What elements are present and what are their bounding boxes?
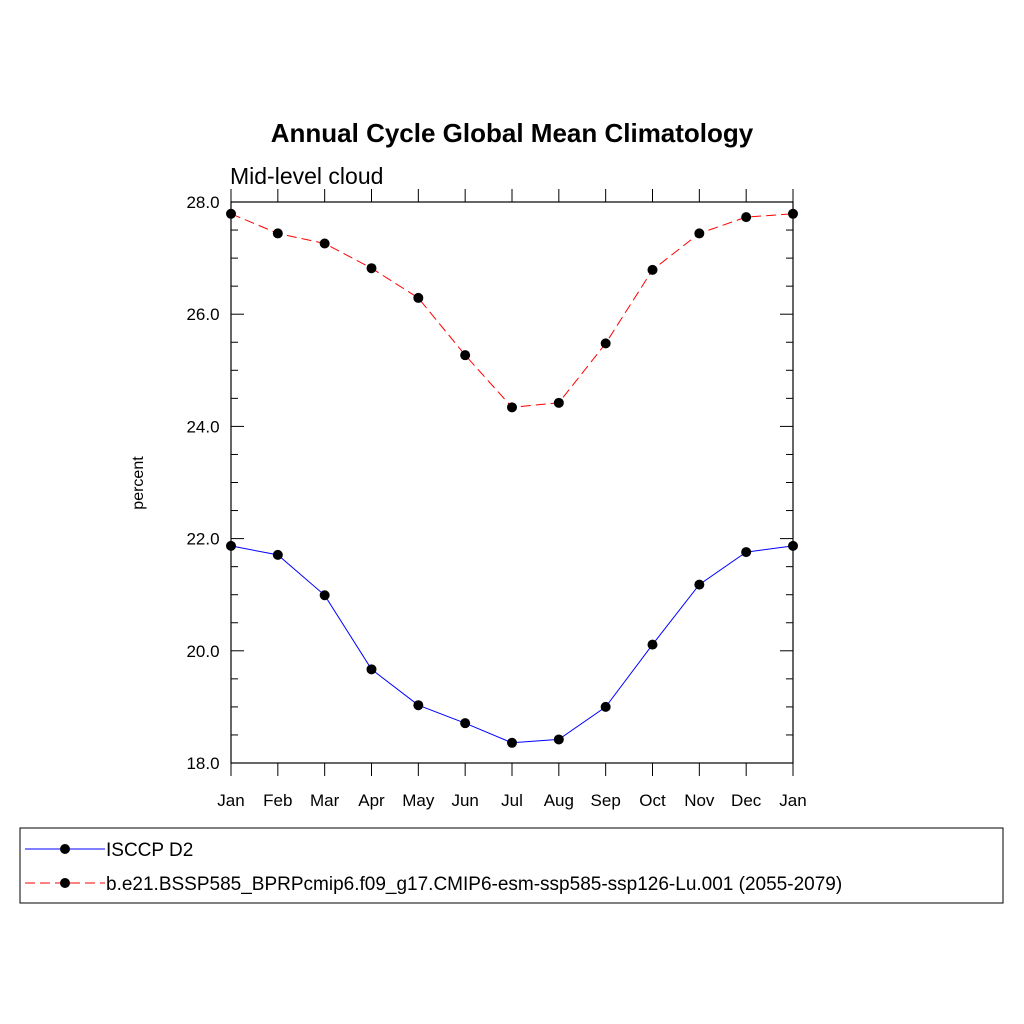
data-point [413,292,424,303]
x-tick-label: Mar [310,791,340,810]
data-point [366,263,377,274]
plot-frame [230,201,794,764]
data-point [788,540,798,551]
data-point [600,701,611,712]
series-line-2 [230,213,794,408]
data-point [553,397,564,408]
data-point [507,402,517,413]
data-point [319,238,330,249]
y-tick-label: 28.0 [186,193,219,212]
data-point [460,350,471,361]
x-tick-label: Jan [779,791,806,810]
data-point [694,228,705,239]
data-point [226,540,236,551]
y-tick-label: 24.0 [186,417,219,436]
legend-label-2: b.e21.BSSP585_BPRPcmip6.f09_g17.CMIP6-es… [106,874,842,895]
x-tick-label: Feb [263,791,292,810]
chart-subtitle: Mid-level cloud [230,163,383,189]
x-tick-label: Jan [217,791,244,810]
data-point [319,590,330,601]
x-tick-label: Jul [501,791,523,810]
x-tick-label: Sep [591,791,621,810]
data-point [272,549,283,560]
chart-title: Annual Cycle Global Mean Climatology [271,118,754,148]
x-tick-label: Dec [731,791,762,810]
x-tick-label: Jun [451,791,478,810]
x-tick-label: Oct [639,791,666,810]
legend: ISCCP D2 b.e21.BSSP585_BPRPcmip6.f09_g17.… [19,827,1004,904]
data-point [741,212,752,223]
x-tick-label: May [402,791,435,810]
legend-marker [60,878,70,888]
data-point [226,208,236,219]
y-axis-label: percent [130,456,147,510]
data-point [600,338,611,349]
data-point [788,208,798,219]
x-tick-label: Nov [684,791,715,810]
x-tick-label: Apr [358,791,385,810]
x-tick-label: Aug [544,791,574,810]
plot-area: 18.0 20.0 22.0 24.0 26.0 28.0 Jan Feb Mar Apr May J… [186,189,807,810]
legend-label-1: ISCCP D2 [106,840,193,861]
data-point [366,664,377,675]
y-tick-label: 20.0 [186,642,219,661]
data-point [413,700,424,711]
series-line-1 [230,545,794,744]
data-point [647,264,658,275]
data-point [647,639,658,650]
legend-marker [60,844,70,854]
y-tick-label: 22.0 [186,530,219,549]
data-point [507,737,517,748]
y-tick-label: 18.0 [186,754,219,773]
data-point [460,718,471,729]
data-point [272,228,283,239]
y-tick-label: 26.0 [186,305,219,324]
data-point [553,734,564,745]
data-point [741,547,752,558]
legend-box [19,827,1004,904]
data-point [694,579,705,590]
